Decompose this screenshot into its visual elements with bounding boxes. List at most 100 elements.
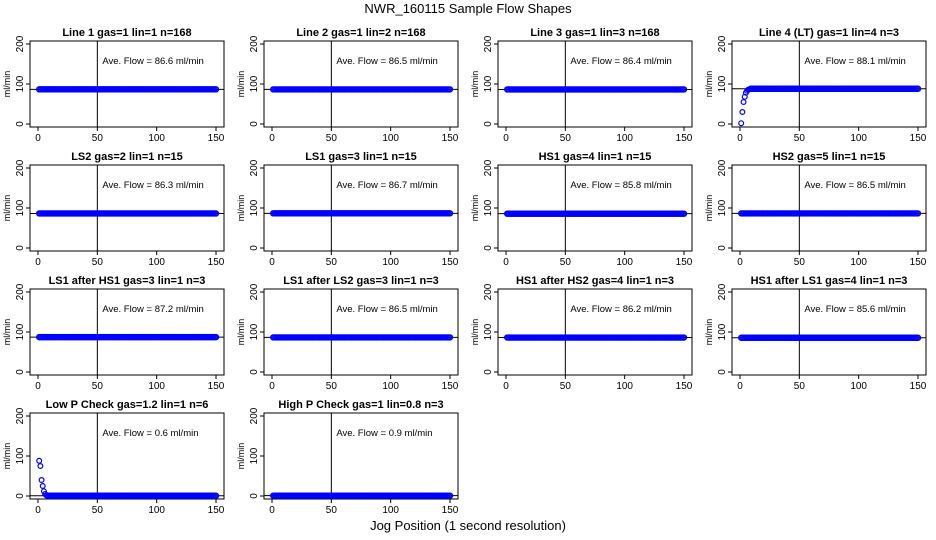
x-tick-label: 150 [208, 505, 225, 516]
panel-title: HS1 after HS2 gas=4 lin=1 n=3 [516, 275, 674, 287]
x-tick-label: 150 [676, 381, 693, 392]
data-point [914, 210, 922, 217]
plot-box [731, 164, 927, 252]
y-tick-label: 100 [717, 323, 728, 340]
y-tick-label: 0 [15, 121, 26, 127]
y-tick-label: 0 [717, 369, 728, 375]
avg-flow-annotation: Ave. Flow = 0.9 ml/min [336, 428, 432, 439]
avg-flow-annotation: Ave. Flow = 86.3 ml/min [102, 180, 203, 191]
panel-7: HS1 gas=4 lin=1 n=15 0 50 100 150 0 100 200 ml/m… [470, 151, 693, 268]
panel-1: Line 1 gas=1 lin=1 n=168 0 50 100 150 0 100 200… [2, 27, 225, 144]
data-point [42, 491, 49, 498]
y-axis-label: ml/min [704, 195, 714, 222]
y-tick-label: 0 [15, 369, 26, 375]
y-tick-label: 200 [15, 283, 26, 300]
y-tick-label: 100 [15, 447, 26, 464]
y-tick-label: 200 [249, 283, 260, 300]
y-axis-label: ml/min [236, 195, 246, 222]
data-point [37, 463, 44, 470]
panel-title: HS2 gas=5 lin=1 n=15 [773, 151, 886, 163]
y-tick-label: 200 [15, 407, 26, 424]
y-tick-label: 0 [249, 369, 260, 375]
plot-box [731, 40, 927, 128]
x-tick-label: 0 [35, 505, 41, 516]
data-point [446, 334, 454, 341]
y-tick-label: 100 [249, 199, 260, 216]
x-tick-label: 50 [794, 257, 806, 268]
avg-flow-annotation: Ave. Flow = 85.6 ml/min [804, 304, 905, 315]
y-tick-label: 200 [249, 35, 260, 52]
y-axis-label: ml/min [470, 71, 480, 98]
y-tick-label: 0 [249, 493, 260, 499]
x-tick-label: 0 [737, 133, 743, 144]
avg-flow-annotation: Ave. Flow = 0.6 ml/min [102, 428, 198, 439]
panel-title: Line 4 (LT) gas=1 lin=4 n=3 [759, 27, 899, 39]
y-tick-label: 100 [249, 447, 260, 464]
y-tick-label: 200 [483, 283, 494, 300]
panel-3: Line 3 gas=1 lin=3 n=168 0 50 100 150 0 100 200… [470, 27, 693, 144]
x-tick-label: 100 [382, 133, 399, 144]
panel-title: LS1 after HS1 gas=3 lin=1 n=3 [49, 275, 206, 287]
y-axis-label: ml/min [2, 71, 12, 98]
x-tick-label: 100 [148, 133, 165, 144]
y-axis-label: ml/min [470, 195, 480, 222]
x-tick-label: 0 [35, 133, 41, 144]
plot-box [29, 40, 225, 128]
data-point [914, 85, 922, 92]
y-tick-label: 0 [717, 121, 728, 127]
panel-2: Line 2 gas=1 lin=2 n=168 0 50 100 150 0 100 200… [236, 27, 459, 144]
data-point [212, 492, 220, 499]
panel-title: HS1 gas=4 lin=1 n=15 [539, 151, 652, 163]
panel-title: Line 2 gas=1 lin=2 n=168 [296, 27, 425, 39]
plot-box [731, 288, 927, 376]
x-tick-label: 50 [326, 133, 338, 144]
x-tick-label: 150 [208, 257, 225, 268]
x-tick-label: 50 [794, 381, 806, 392]
plot-box [263, 288, 459, 376]
panel-title: HS1 after LS1 gas=4 lin=1 n=3 [751, 275, 908, 287]
y-tick-label: 100 [15, 323, 26, 340]
panel-title: LS1 after LS2 gas=3 lin=1 n=3 [283, 275, 439, 287]
figure-x-axis-label: Jog Position (1 second resolution) [370, 518, 566, 533]
panel-title: LS1 gas=3 lin=1 n=15 [305, 151, 417, 163]
x-tick-label: 50 [560, 257, 572, 268]
x-tick-label: 100 [148, 381, 165, 392]
y-tick-label: 100 [15, 199, 26, 216]
data-point [39, 483, 46, 490]
data-point [680, 210, 688, 217]
data-point [36, 457, 43, 464]
y-tick-label: 0 [249, 121, 260, 127]
data-point [680, 334, 688, 341]
x-tick-label: 0 [737, 257, 743, 268]
panel-8: HS2 gas=5 lin=1 n=15 0 50 100 150 0 100 200 ml/m… [704, 151, 927, 268]
x-tick-label: 100 [850, 257, 867, 268]
avg-flow-annotation: Ave. Flow = 86.5 ml/min [804, 180, 905, 191]
data-point [212, 86, 220, 93]
x-tick-label: 0 [737, 381, 743, 392]
x-tick-label: 150 [442, 381, 459, 392]
y-tick-label: 200 [15, 159, 26, 176]
plot-box [497, 164, 693, 252]
y-tick-label: 200 [717, 159, 728, 176]
x-tick-label: 50 [92, 257, 104, 268]
plot-box [263, 164, 459, 252]
y-tick-label: 200 [249, 159, 260, 176]
x-tick-label: 150 [442, 257, 459, 268]
y-tick-label: 100 [249, 323, 260, 340]
x-tick-label: 50 [92, 381, 104, 392]
x-tick-label: 0 [269, 133, 275, 144]
y-tick-label: 100 [249, 75, 260, 92]
y-tick-label: 0 [483, 121, 494, 127]
plot-box [29, 288, 225, 376]
y-tick-label: 0 [15, 245, 26, 251]
avg-flow-annotation: Ave. Flow = 86.5 ml/min [336, 304, 437, 315]
y-tick-label: 200 [717, 35, 728, 52]
x-tick-label: 0 [269, 381, 275, 392]
plot-box [497, 40, 693, 128]
avg-flow-annotation: Ave. Flow = 86.4 ml/min [570, 56, 671, 67]
plot-box [263, 412, 459, 500]
x-tick-label: 100 [850, 381, 867, 392]
plot-box [497, 288, 693, 376]
panel-5: LS2 gas=2 lin=1 n=15 0 50 100 150 0 100 200 ml/m… [2, 151, 225, 268]
data-point [446, 492, 454, 499]
